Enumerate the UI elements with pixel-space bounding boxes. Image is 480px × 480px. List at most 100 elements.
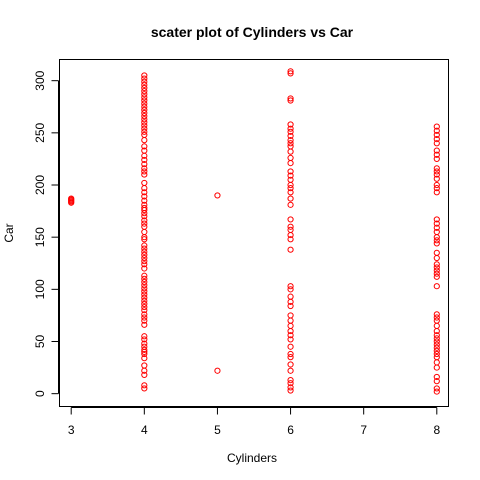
data-point xyxy=(214,367,221,374)
data-point xyxy=(287,132,294,140)
data-point xyxy=(141,343,148,350)
data-point xyxy=(141,336,148,343)
data-point xyxy=(433,283,440,290)
x-tick-label: 7 xyxy=(360,423,367,437)
data-point xyxy=(141,131,148,139)
data-point xyxy=(141,385,148,392)
data-point xyxy=(141,143,148,150)
data-point xyxy=(141,81,148,88)
data-point xyxy=(287,172,294,179)
x-tick-label: 3 xyxy=(68,423,75,437)
data-point xyxy=(287,286,294,293)
data-point xyxy=(141,317,148,324)
data-point xyxy=(141,278,148,286)
data-point xyxy=(433,347,440,354)
data-point xyxy=(287,223,294,230)
data-point xyxy=(287,367,294,374)
data-point xyxy=(141,156,148,164)
data-point xyxy=(141,382,148,389)
data-point xyxy=(433,189,440,196)
data-point xyxy=(141,307,148,314)
data-point xyxy=(433,127,440,134)
data-point xyxy=(141,165,148,172)
data-point xyxy=(141,201,148,208)
data-point xyxy=(433,385,440,392)
data-point xyxy=(433,165,440,172)
data-point xyxy=(287,283,294,290)
data-point xyxy=(433,270,440,277)
data-point xyxy=(141,97,148,104)
data-point xyxy=(287,380,294,387)
data-point xyxy=(287,336,294,343)
data-point xyxy=(287,361,294,368)
data-point xyxy=(433,264,440,271)
y-tick-label: 200 xyxy=(33,175,47,195)
data-point xyxy=(141,75,148,82)
data-point xyxy=(433,249,440,256)
y-tick-label: 0 xyxy=(33,390,47,397)
data-point xyxy=(141,213,148,220)
data-point xyxy=(287,312,294,319)
data-point xyxy=(141,275,148,283)
data-points xyxy=(68,68,440,395)
data-point xyxy=(287,377,294,384)
x-tick-label: 5 xyxy=(214,423,221,437)
data-point xyxy=(141,236,148,243)
data-point xyxy=(141,220,148,227)
data-point xyxy=(141,294,148,301)
data-point xyxy=(433,240,440,247)
data-point xyxy=(141,78,148,85)
data-point xyxy=(141,272,148,279)
data-point xyxy=(287,159,294,167)
data-point xyxy=(287,387,294,394)
data-point xyxy=(141,340,148,347)
data-point xyxy=(141,228,148,236)
data-point xyxy=(433,237,440,244)
data-point xyxy=(141,103,148,110)
data-point xyxy=(433,168,440,175)
data-point xyxy=(141,300,148,308)
data-point xyxy=(287,236,294,243)
data-point xyxy=(287,137,294,144)
data-point xyxy=(141,288,148,295)
y-tick-label: 300 xyxy=(33,70,47,90)
data-point xyxy=(141,261,148,268)
data-point xyxy=(141,161,148,168)
data-point xyxy=(287,154,294,161)
y-tick-label: 250 xyxy=(33,123,47,143)
data-point xyxy=(433,354,440,361)
data-point xyxy=(141,217,148,224)
data-point xyxy=(141,346,148,353)
data-point xyxy=(141,251,148,259)
data-point xyxy=(141,106,148,113)
data-point xyxy=(141,113,148,120)
data-point xyxy=(287,97,294,104)
data-point xyxy=(287,140,294,147)
data-point xyxy=(433,234,440,241)
data-point xyxy=(141,193,148,200)
data-point xyxy=(141,314,148,321)
data-point xyxy=(287,246,294,253)
data-point xyxy=(141,179,148,187)
data-point xyxy=(141,204,148,212)
data-point xyxy=(287,185,294,192)
y-tick-label: 150 xyxy=(33,227,47,247)
data-point xyxy=(433,151,440,158)
data-point xyxy=(433,317,440,324)
data-point xyxy=(433,181,440,189)
data-point xyxy=(287,317,294,324)
data-point xyxy=(433,155,440,163)
data-point xyxy=(287,189,294,196)
data-point xyxy=(287,343,294,350)
data-point xyxy=(433,378,440,385)
data-point xyxy=(141,265,148,272)
data-point xyxy=(141,355,148,362)
data-point xyxy=(287,322,294,329)
plot-frame xyxy=(59,59,449,407)
data-point xyxy=(433,364,440,371)
data-point xyxy=(433,123,440,130)
data-point xyxy=(141,94,148,101)
data-point xyxy=(141,285,148,292)
x-axis: 3 4 5 6 7 8 xyxy=(68,407,440,437)
